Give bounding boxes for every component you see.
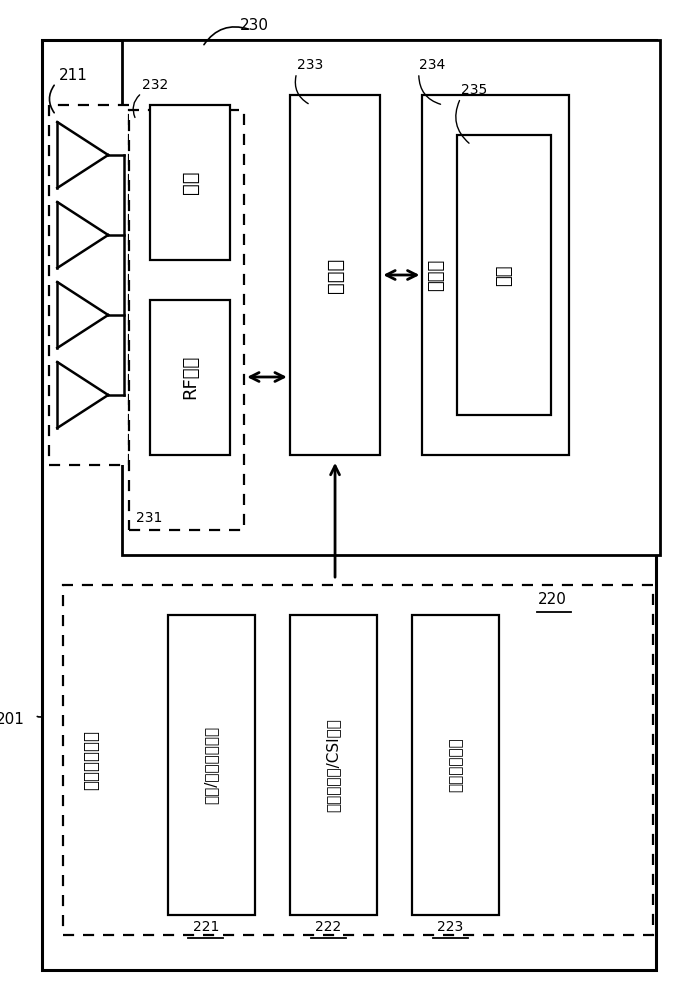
Text: 波束训练信息: 波束训练信息	[448, 738, 463, 792]
Bar	[422, 95, 569, 455]
Bar	[122, 40, 660, 555]
Text: 231: 231	[136, 511, 163, 525]
Text: 波束训练电路: 波束训练电路	[82, 730, 100, 790]
Bar	[457, 135, 551, 415]
Bar	[150, 105, 230, 260]
Text: 232: 232	[142, 78, 168, 92]
Bar	[42, 40, 656, 970]
Text: 基带: 基带	[181, 170, 200, 194]
Text: 201: 201	[0, 712, 24, 728]
Text: 233: 233	[297, 58, 323, 72]
Bar	[290, 615, 377, 915]
Bar	[168, 615, 255, 915]
Text: 234: 234	[419, 58, 445, 72]
Text: 程序: 程序	[496, 264, 513, 286]
Text: 存储器: 存储器	[427, 259, 445, 291]
Text: 230: 230	[240, 17, 269, 32]
Text: 223: 223	[437, 920, 463, 934]
Text: 235: 235	[461, 83, 487, 97]
Bar	[63, 585, 653, 935]
Text: 220: 220	[537, 592, 566, 607]
Bar	[150, 300, 230, 455]
Bar	[412, 615, 499, 915]
Bar	[290, 95, 380, 455]
Text: 222: 222	[315, 920, 341, 934]
Text: 波束监测器/CSI信息: 波束监测器/CSI信息	[326, 718, 341, 812]
Bar	[49, 105, 129, 465]
Text: 221: 221	[193, 920, 219, 934]
Text: 211: 211	[59, 68, 88, 83]
Text: 模拟/数字波束成形: 模拟/数字波束成形	[204, 726, 218, 804]
Text: 处理器: 处理器	[325, 257, 345, 293]
Bar	[129, 110, 244, 530]
Text: RF模块: RF模块	[181, 355, 199, 399]
